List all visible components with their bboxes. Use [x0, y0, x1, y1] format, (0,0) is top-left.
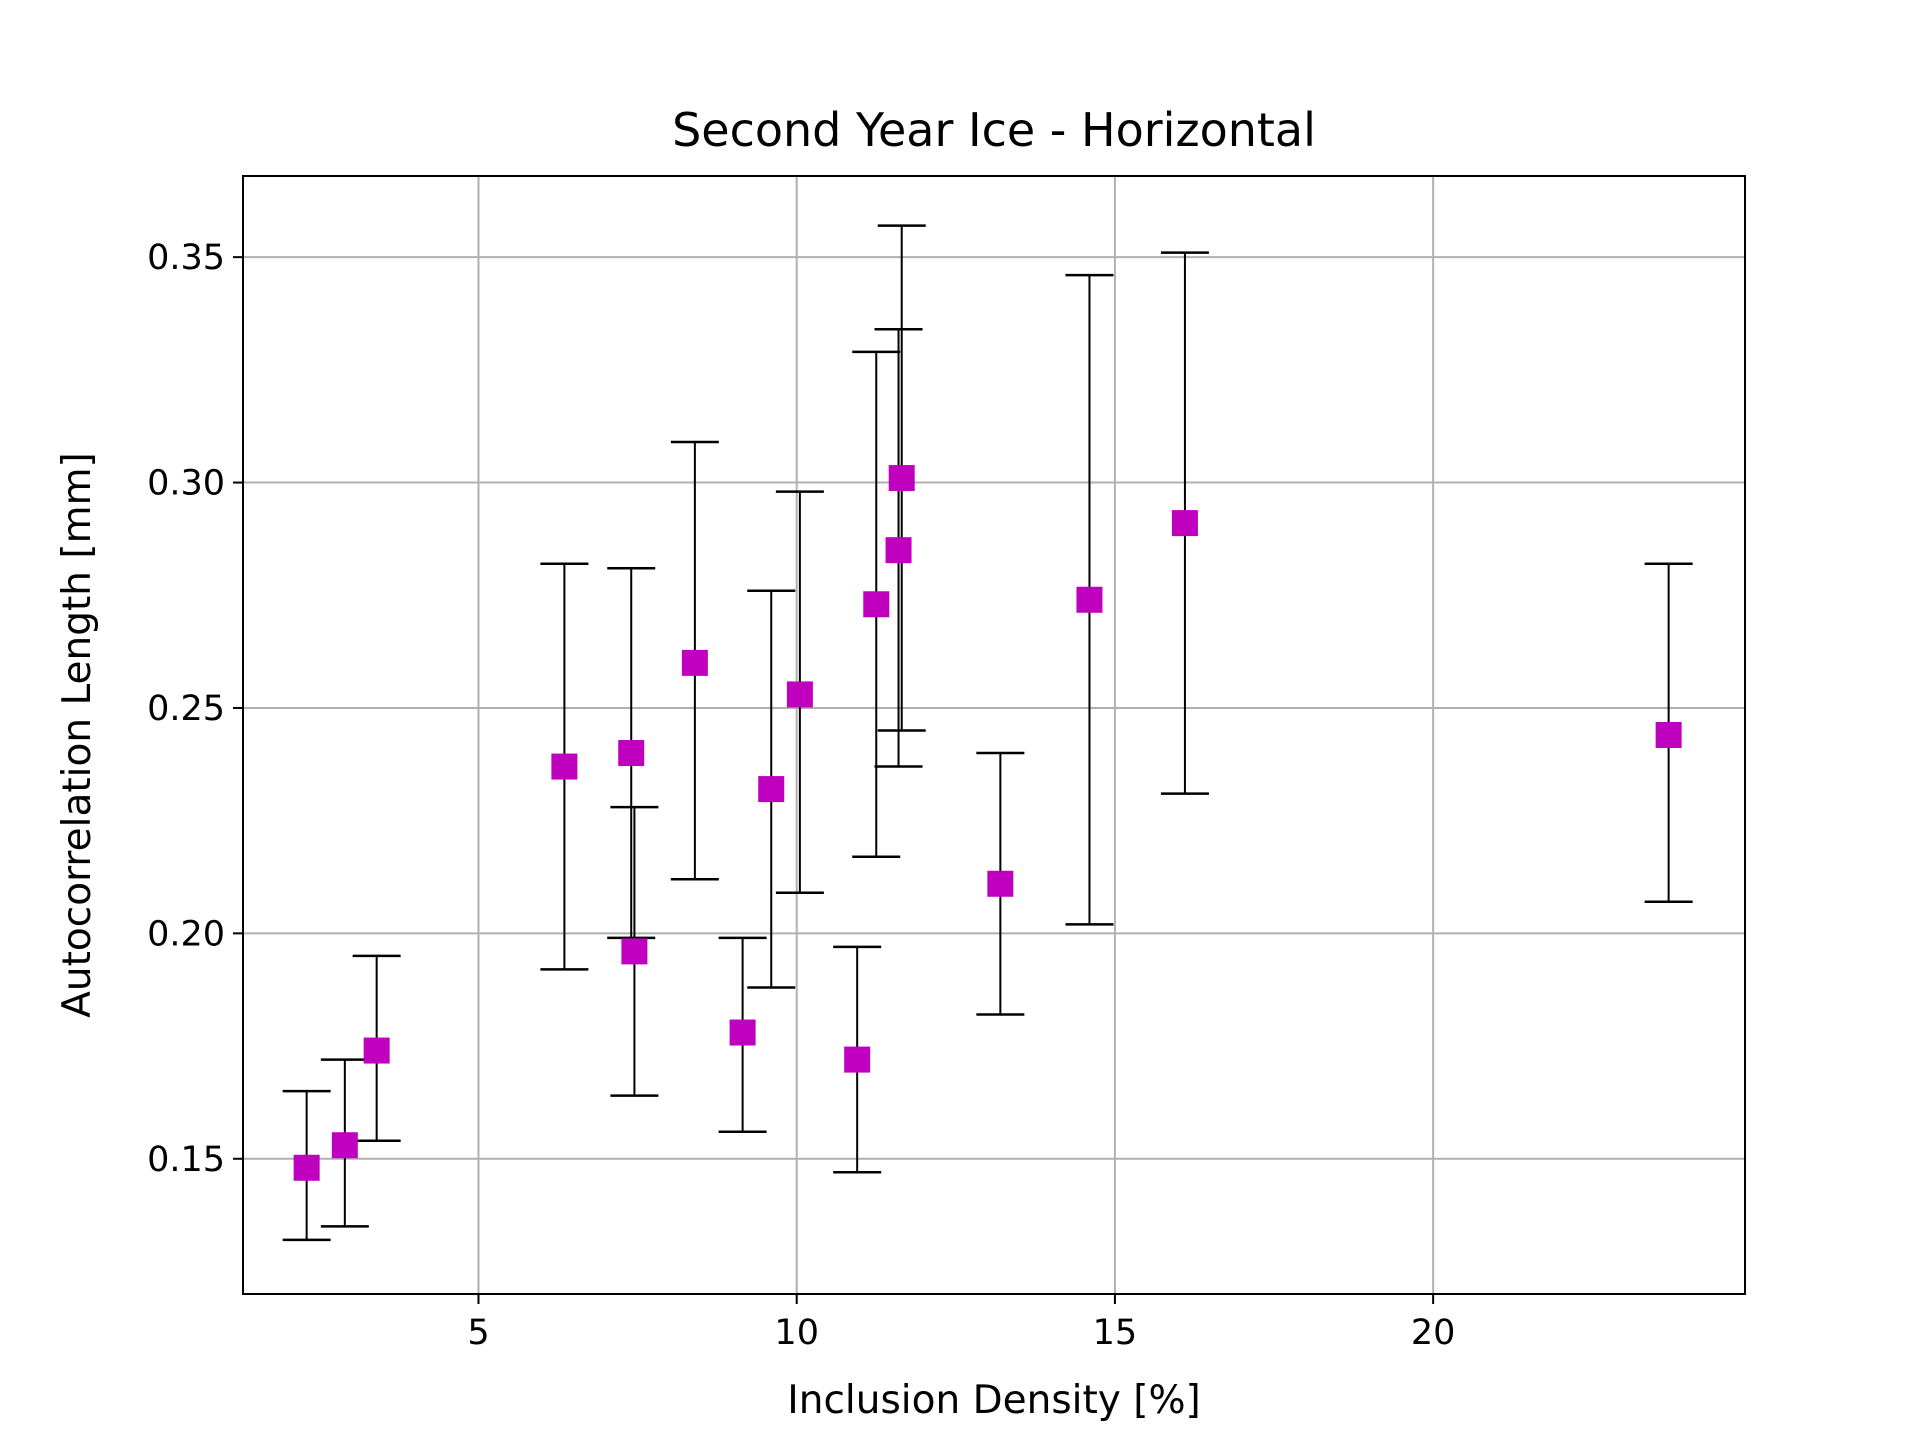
- data-point: [618, 740, 645, 767]
- grid-layer: [243, 176, 1745, 1294]
- data-point: [885, 537, 912, 564]
- data-point: [786, 681, 813, 708]
- marker-layer: [293, 465, 1682, 1181]
- x-tick-label: 10: [774, 1313, 819, 1353]
- data-point: [987, 870, 1014, 897]
- data-point: [293, 1154, 320, 1181]
- data-point: [363, 1037, 390, 1064]
- data-point: [729, 1019, 756, 1046]
- y-tick-label: 0.35: [147, 238, 225, 278]
- chart-title: Second Year Ice - Horizontal: [672, 103, 1316, 157]
- data-point: [681, 649, 708, 676]
- data-point: [758, 776, 785, 803]
- data-point: [1076, 586, 1103, 613]
- plot-frame: [242, 175, 1746, 1295]
- data-point: [1655, 722, 1682, 748]
- x-tick-label: 5: [467, 1313, 489, 1353]
- errorbar-layer: [282, 224, 1693, 1242]
- x-tick-label: 15: [1093, 1313, 1138, 1353]
- data-point: [551, 753, 578, 780]
- data-point: [888, 465, 915, 492]
- y-tick-label: 0.30: [147, 464, 225, 504]
- x-axis-label: Inclusion Density [%]: [787, 1378, 1201, 1423]
- y-tick-label: 0.20: [147, 914, 225, 954]
- y-axis-label: Autocorrelation Length [mm]: [55, 452, 100, 1018]
- tick-layer: 5 10 15 20 0.15 0.20 0.25 0.30 0.35: [147, 238, 1455, 1353]
- data-point: [331, 1132, 358, 1159]
- data-point: [621, 938, 648, 965]
- x-tick-label: 20: [1411, 1313, 1456, 1353]
- y-tick-label: 0.25: [147, 689, 225, 729]
- y-tick-label: 0.15: [147, 1140, 225, 1180]
- data-point: [844, 1046, 871, 1073]
- data-point: [863, 591, 890, 618]
- data-point: [1171, 510, 1198, 537]
